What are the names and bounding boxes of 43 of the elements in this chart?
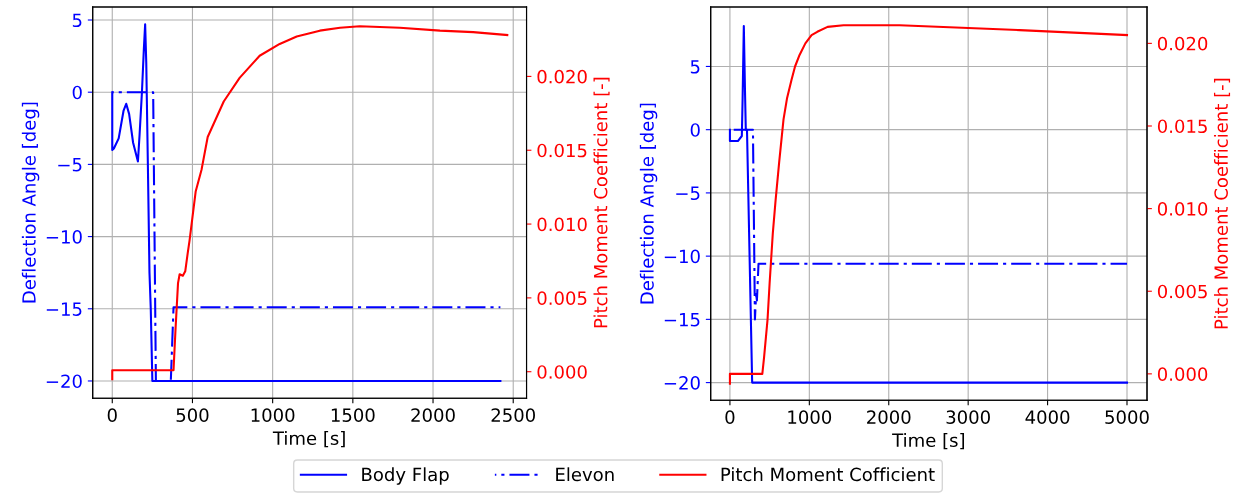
y2-tick-label: 0.000	[537, 365, 587, 379]
x-tick-label: 2000	[411, 408, 455, 422]
y2-tick-label: 0.010	[537, 217, 587, 232]
y-tick-label: 5	[690, 60, 700, 74]
y-tick-label: −10	[664, 249, 700, 264]
x-axis-title: Time [s]	[272, 431, 345, 448]
y-tick-label: −15	[664, 313, 700, 327]
x-tick-label: 4000	[1025, 410, 1070, 424]
legend-label: Pitch Moment Cofficient	[721, 467, 935, 482]
x-axis-title: Time [s]	[892, 433, 965, 450]
y-tick-label: −15	[46, 302, 82, 316]
x-tick-label: 0	[107, 408, 117, 422]
y2-tick-label: 0.000	[1157, 367, 1208, 381]
x-tick-label: 0	[725, 410, 735, 424]
legend-label: Elevon	[556, 467, 614, 482]
y-tick-label: −10	[46, 230, 82, 244]
y-tick-label: −5	[676, 186, 700, 201]
y-tick-label: 5	[72, 13, 82, 28]
x-tick-label: 3000	[946, 410, 990, 424]
y2-tick-label: 0.015	[1157, 119, 1207, 134]
y-tick-label: −5	[58, 158, 82, 172]
y-tick-label: −20	[46, 374, 82, 389]
y-tick-label: 0	[72, 85, 82, 100]
y2-axis-title: Pitch Moment Coefficient [-]	[593, 77, 610, 328]
y-tick-label: −20	[664, 376, 700, 390]
x-tick-label: 500	[176, 408, 209, 422]
y-tick-label: 0	[690, 123, 700, 137]
y2-tick-label: 0.020	[1157, 36, 1208, 51]
x-tick-label: 1500	[331, 408, 375, 422]
y2-axis-title: Pitch Moment Coefficient [-]	[1213, 78, 1231, 329]
legend-label: Body Flap	[362, 467, 449, 485]
y-axis-title: Deflection Angle [deg]	[639, 103, 658, 304]
x-tick-label: 5000	[1105, 410, 1149, 424]
y2-tick-label: 0.005	[1157, 284, 1207, 299]
y-axis-title: Deflection Angle [deg]	[21, 102, 40, 303]
x-tick-label: 2000	[867, 410, 911, 424]
y2-tick-label: 0.015	[537, 143, 587, 158]
x-tick-label: 1000	[251, 408, 295, 422]
x-tick-label: 2500	[491, 408, 535, 422]
y2-tick-label: 0.020	[537, 69, 587, 84]
y2-tick-label: 0.005	[537, 291, 587, 306]
y2-tick-label: 0.010	[1157, 202, 1208, 216]
x-tick-label: 1000	[788, 410, 832, 424]
